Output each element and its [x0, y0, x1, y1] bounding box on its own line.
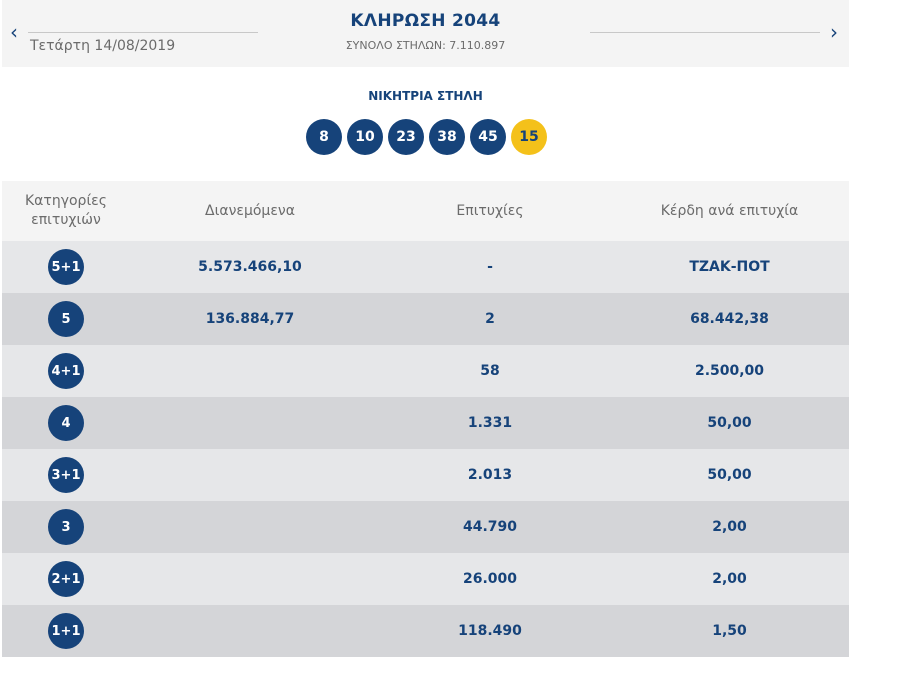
category-badge: 3+1: [48, 457, 84, 493]
category-badge: 2+1: [48, 561, 84, 597]
distributed-cell: 5.573.466,10: [198, 259, 302, 275]
header-winners: Επιτυχίες: [456, 203, 524, 219]
winning-column-label: ΝΙΚΗΤΡΙΑ ΣΤΗΛΗ: [368, 89, 483, 103]
winners-cell: 1.331: [467, 415, 513, 431]
distributed-cell: 136.884,77: [205, 311, 295, 327]
prize-table: Κατηγορίες επιτυχιών Διανεμόμενα Επιτυχί…: [2, 181, 849, 657]
payout-cell: 68.442,38: [690, 311, 769, 327]
winners-cell: 118.490: [458, 623, 522, 639]
category-badge: 1+1: [48, 613, 84, 649]
table-row: 5 136.884,77 2 68.442,38: [2, 293, 849, 345]
total-columns: ΣΥΝΟΛΟ ΣΤΗΛΩΝ: 7.110.897: [345, 39, 506, 52]
draw-title: ΚΛΗΡΩΣΗ 2044: [350, 11, 501, 31]
joker-number-ball: 15: [511, 119, 547, 155]
category-badge: 5: [48, 301, 84, 337]
draw-results-panel: ‹ Τετάρτη 14/08/2019 ΚΛΗΡΩΣΗ 2044 ΣΥΝΟΛΟ…: [2, 0, 849, 657]
table-row: 3+1 2.013 50,00: [2, 449, 849, 501]
category-badge: 4+1: [48, 353, 84, 389]
winning-number-ball: 10: [347, 119, 383, 155]
winning-number-ball: 38: [429, 119, 465, 155]
header-category: Κατηγορίες επιτυχιών: [25, 193, 107, 228]
next-draw-chevron-right-icon[interactable]: ›: [830, 20, 838, 44]
payout-cell: 50,00: [707, 467, 752, 483]
winners-cell: 2.013: [467, 467, 513, 483]
payout-cell: ΤΖΑΚ-ΠΟΤ: [689, 259, 770, 275]
category-badge: 4: [48, 405, 84, 441]
table-row: 4 1.331 50,00: [2, 397, 849, 449]
category-badge: 3: [48, 509, 84, 545]
header-divider-left: [28, 32, 258, 33]
winning-number-ball: 45: [470, 119, 506, 155]
payout-cell: 50,00: [707, 415, 752, 431]
winning-number-ball: 23: [388, 119, 424, 155]
payout-cell: 2,00: [712, 519, 747, 535]
header-payout: Κέρδη ανά επιτυχία: [660, 203, 799, 219]
winners-cell: -: [487, 259, 493, 275]
prize-table-header: Κατηγορίες επιτυχιών Διανεμόμενα Επιτυχί…: [2, 181, 849, 241]
table-row: 5+1 5.573.466,10 - ΤΖΑΚ-ΠΟΤ: [2, 241, 849, 293]
winning-numbers: 8 10 23 38 45 15: [306, 119, 552, 155]
table-row: 2+1 26.000 2,00: [2, 553, 849, 605]
winners-cell: 58: [480, 363, 500, 379]
header-distributed: Διανεμόμενα: [205, 203, 295, 219]
table-row: 4+1 58 2.500,00: [2, 345, 849, 397]
winners-cell: 44.790: [462, 519, 518, 535]
payout-cell: 2.500,00: [694, 363, 765, 379]
header-divider-right: [590, 32, 820, 33]
table-row: 3 44.790 2,00: [2, 501, 849, 553]
table-row: 1+1 118.490 1,50: [2, 605, 849, 657]
winners-cell: 26.000: [462, 571, 518, 587]
payout-cell: 1,50: [712, 623, 747, 639]
draw-date: Τετάρτη 14/08/2019: [30, 38, 176, 54]
winning-number-ball: 8: [306, 119, 342, 155]
winners-cell: 2: [485, 311, 495, 327]
draw-header: ‹ Τετάρτη 14/08/2019 ΚΛΗΡΩΣΗ 2044 ΣΥΝΟΛΟ…: [2, 0, 849, 67]
payout-cell: 2,00: [712, 571, 747, 587]
category-badge: 5+1: [48, 249, 84, 285]
previous-draw-chevron-left-icon[interactable]: ‹: [10, 20, 18, 44]
